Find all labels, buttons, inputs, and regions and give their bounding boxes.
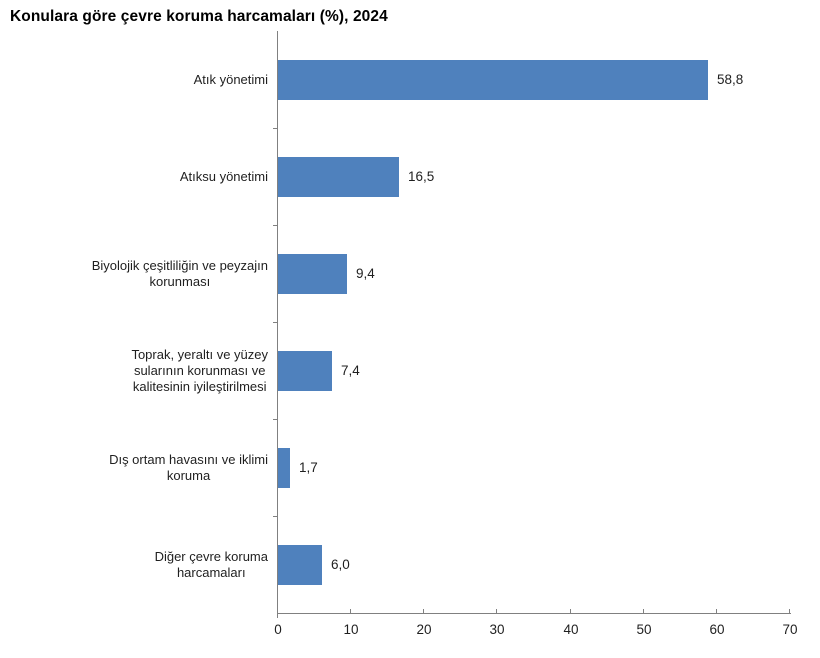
bar [278,157,399,197]
bar [278,351,332,391]
y-axis-tick [273,225,277,226]
x-axis-tick [643,609,644,613]
y-axis-line [277,31,278,618]
value-label: 16,5 [408,169,435,184]
x-tick-label: 10 [343,622,359,637]
category-label: Biyolojik çeşitliliğin ve peyzajın korun… [91,257,268,289]
y-axis-tick [273,516,277,517]
bar [278,448,290,488]
x-tick-label: 50 [636,622,652,637]
x-tick-label: 40 [563,622,579,637]
x-axis-tick [423,609,424,613]
y-axis-tick [273,419,277,420]
bar [278,254,347,294]
chart-title: Konulara göre çevre koruma harcamaları (… [10,8,388,25]
x-tick-label: 30 [489,622,505,637]
x-axis-tick [789,609,790,613]
value-label: 6,0 [331,557,350,572]
x-tick-label: 20 [416,622,432,637]
x-tick-label: 60 [709,622,725,637]
category-label: Atık yönetimi [193,71,268,87]
category-label: Toprak, yeraltı ve yüzey sularının korun… [131,346,268,394]
x-axis-tick [496,609,497,613]
bar [278,545,322,585]
value-label: 1,7 [299,460,318,475]
category-label: Atıksu yönetimi [179,168,268,184]
bar [278,60,708,100]
x-axis-tick [570,609,571,613]
category-label-box: Atıksu yönetimi [0,128,268,225]
x-axis-tick [350,609,351,613]
category-label-box: Toprak, yeraltı ve yüzey sularının korun… [0,322,268,419]
category-label-box: Diğer çevre koruma harcamaları [0,516,268,613]
y-axis-tick [273,128,277,129]
x-tick-label: 70 [782,622,798,637]
value-label: 9,4 [356,266,375,281]
category-label-box: Dış ortam havasını ve iklimi koruma [0,419,268,516]
x-axis-line [277,613,791,614]
category-label-box: Biyolojik çeşitliliğin ve peyzajın korun… [0,225,268,322]
x-tick-label: 0 [274,622,282,637]
y-axis-tick [273,322,277,323]
x-axis-tick [277,609,278,613]
value-label: 58,8 [717,72,744,87]
category-label-box: Atık yönetimi [0,31,268,128]
value-label: 7,4 [341,363,360,378]
category-label: Dış ortam havasını ve iklimi koruma [109,451,268,483]
x-axis-tick [716,609,717,613]
category-label: Diğer çevre koruma harcamaları [154,548,268,580]
